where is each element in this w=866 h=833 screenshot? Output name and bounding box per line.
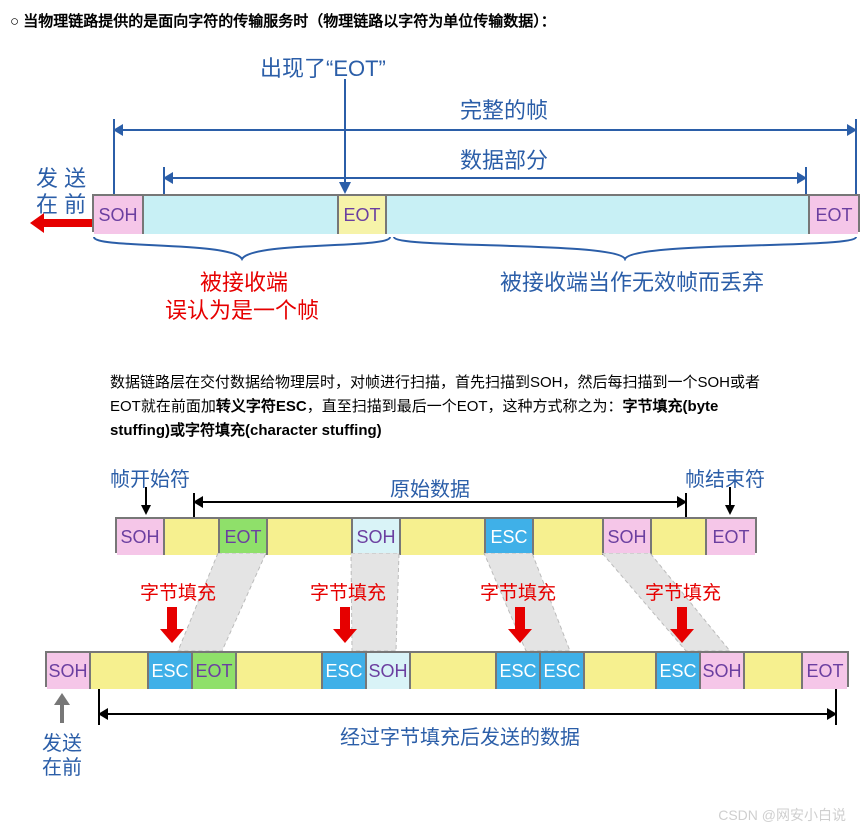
label-raw-data: 原始数据 bbox=[390, 473, 470, 502]
tick bbox=[98, 689, 100, 725]
cell-esc: ESC bbox=[323, 653, 367, 689]
diagram-2: 帧开始符 帧结束符 原始数据 #d2 .arrow-h::before{bord… bbox=[30, 463, 856, 793]
para-t2: ，直至扫描到最后一个EOT，这种方式称之为： bbox=[307, 398, 623, 415]
curly-right bbox=[392, 235, 858, 261]
label-stuff-3: 字节填充 bbox=[480, 578, 556, 605]
cell-soh: SOH bbox=[117, 519, 165, 555]
cell-data bbox=[585, 653, 657, 689]
cell-data bbox=[401, 519, 486, 555]
frame-row-1: SOH EOT EOT bbox=[92, 194, 860, 232]
explanation-paragraph: 数据链路层在交付数据给物理层时，对帧进行扫描，首先扫描到SOH，然后每扫描到一个… bbox=[110, 371, 776, 443]
label-stuff-4: 字节填充 bbox=[645, 578, 721, 605]
arrow-stuffed-data bbox=[100, 713, 835, 715]
cell-esc: ESC bbox=[497, 653, 541, 689]
tick bbox=[805, 167, 807, 194]
tick bbox=[113, 119, 115, 194]
cell-eot: EOT bbox=[810, 196, 858, 234]
gray-arrow-up bbox=[54, 693, 70, 723]
callout-eot: 出现了“EOT” bbox=[260, 51, 386, 83]
cell-data bbox=[268, 519, 353, 555]
cell-eot: EOT bbox=[803, 653, 847, 689]
arrow-raw-data bbox=[195, 501, 685, 503]
curly-left bbox=[92, 235, 392, 261]
cell-data bbox=[652, 519, 707, 555]
cell-soh: SOH bbox=[94, 196, 144, 234]
cell-soh: SOH bbox=[47, 653, 91, 689]
cell-esc: ESC bbox=[149, 653, 193, 689]
cell-data bbox=[91, 653, 149, 689]
label-full-frame: 完整的帧 bbox=[460, 93, 548, 125]
para-b1: 转义字符ESC bbox=[216, 398, 307, 415]
label-data-part: 数据部分 bbox=[460, 143, 548, 175]
cell-eot: EOT bbox=[220, 519, 268, 555]
tick bbox=[855, 119, 857, 194]
arrow-end bbox=[722, 487, 738, 515]
cell-eot: EOT bbox=[339, 196, 387, 234]
tick bbox=[835, 689, 837, 725]
cell-esc: ESC bbox=[541, 653, 585, 689]
label-stuffed-data: 经过字节填充后发送的数据 bbox=[340, 721, 580, 750]
cell-eot: EOT bbox=[193, 653, 237, 689]
cell-data bbox=[387, 196, 810, 234]
arrow-data-part bbox=[165, 177, 805, 179]
cell-soh: SOH bbox=[604, 519, 652, 555]
cell-esc: ESC bbox=[657, 653, 701, 689]
label-send-first-2b: 在前 bbox=[42, 751, 82, 780]
tick bbox=[685, 493, 687, 517]
cap-mistaken-b: 误认为是一个帧 bbox=[165, 293, 319, 325]
arrow-full-frame bbox=[115, 129, 855, 131]
label-stuff-1: 字节填充 bbox=[140, 578, 216, 605]
cell-data bbox=[165, 519, 220, 555]
cell-eot: EOT bbox=[707, 519, 755, 555]
cell-data bbox=[745, 653, 803, 689]
tick bbox=[193, 493, 195, 517]
red-arrow-3 bbox=[513, 607, 527, 643]
cell-esc: ESC bbox=[486, 519, 534, 555]
tick bbox=[163, 167, 165, 194]
cell-data bbox=[237, 653, 323, 689]
cap-discarded: 被接收端当作无效帧而丢弃 bbox=[500, 265, 764, 297]
cell-data bbox=[144, 196, 339, 234]
cell-data bbox=[534, 519, 604, 555]
label-stuff-2: 字节填充 bbox=[310, 578, 386, 605]
red-arrow-4 bbox=[675, 607, 689, 643]
watermark: CSDN @网安小白说 bbox=[718, 805, 846, 825]
red-arrow-1 bbox=[165, 607, 179, 643]
cell-soh: SOH bbox=[367, 653, 411, 689]
red-arrow-2 bbox=[338, 607, 352, 643]
frame-row-2b: SOHESCEOTESCSOHESCESCESCSOHEOT bbox=[45, 651, 849, 687]
arrow-start bbox=[138, 487, 154, 515]
frame-row-2a: SOH EOT SOH ESC SOH EOT bbox=[115, 517, 757, 553]
diagram-1: 出现了“EOT” 完整的帧 数据部分 发 送 在 前 SOHEOTEOT 被接收… bbox=[30, 51, 856, 341]
cell-soh: SOH bbox=[701, 653, 745, 689]
cell-data bbox=[411, 653, 497, 689]
cell-soh: SOH bbox=[353, 519, 401, 555]
page-title: 当物理链路提供的是面向字符的传输服务时（物理链路以字符为单位传输数据）： bbox=[30, 10, 856, 31]
